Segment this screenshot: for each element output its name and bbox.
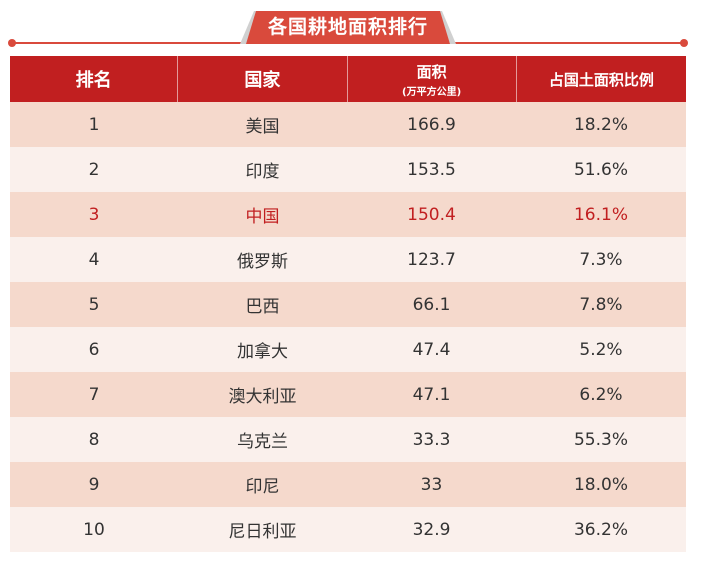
country-cell: 印尼 (245, 477, 280, 497)
ranking-table: 排名 国家 面积 (万平方公里) 占国土面积比例 1 美国 166.9 18.2% 2 印… (10, 56, 686, 552)
table-row: 9 印尼 33 18.0% (10, 462, 686, 507)
rank-cell: 2 (88, 159, 100, 180)
area-cell: 47.1 (412, 384, 451, 405)
area-cell: 32.9 (412, 519, 451, 540)
country-cell: 尼日利亚 (228, 522, 297, 542)
rank-cell: 8 (88, 429, 100, 450)
area-cell: 47.4 (412, 339, 451, 360)
rank-cell: 3 (88, 204, 100, 225)
rank-cell: 5 (88, 294, 100, 315)
ratio-cell: 18.2% (573, 114, 628, 135)
rank-cell: 1 (88, 114, 100, 135)
ratio-cell: 36.2% (573, 519, 628, 540)
title-line-dot-right (680, 39, 688, 47)
header-ratio-label: 占国土面积比例 (548, 70, 654, 89)
ratio-cell: 7.3% (579, 249, 623, 270)
area-cell: 150.4 (407, 204, 456, 225)
table-row: 4 俄罗斯 123.7 7.3% (10, 237, 686, 282)
ratio-cell: 51.6% (573, 159, 628, 180)
table-row: 6 加拿大 47.4 5.2% (10, 327, 686, 372)
rank-cell: 9 (88, 474, 100, 495)
header-country-label: 国家 (244, 70, 281, 91)
country-cell: 巴西 (245, 297, 280, 317)
table-row: 8 乌克兰 33.3 55.3% (10, 417, 686, 462)
country-cell: 印度 (245, 162, 280, 182)
table-row: 2 印度 153.5 51.6% (10, 147, 686, 192)
ratio-cell: 6.2% (579, 384, 623, 405)
country-cell: 乌克兰 (237, 432, 288, 452)
area-cell: 33.3 (412, 429, 451, 450)
table-row: 5 巴西 66.1 7.8% (10, 282, 686, 327)
rank-cell: 4 (88, 249, 100, 270)
ratio-cell: 55.3% (573, 429, 628, 450)
ratio-cell: 5.2% (579, 339, 623, 360)
ratio-cell: 7.8% (579, 294, 623, 315)
title-banner: 各国耕地面积排行 (240, 11, 456, 44)
header-ratio: 占国土面积比例 (517, 56, 686, 102)
table-row: 10 尼日利亚 32.9 36.2% (10, 507, 686, 552)
table-body: 1 美国 166.9 18.2% 2 印度 153.5 51.6% 3 中国 150.4 16.1% 4… (10, 102, 686, 552)
header-area: 面积 (万平方公里) (348, 56, 517, 102)
area-cell: 66.1 (412, 294, 451, 315)
country-cell: 中国 (245, 207, 280, 227)
title-line-dot-left (8, 39, 16, 47)
table-row: 7 澳大利亚 47.1 6.2% (10, 372, 686, 417)
header-country: 国家 (178, 56, 348, 102)
country-cell: 俄罗斯 (237, 252, 288, 272)
table-header: 排名 国家 面积 (万平方公里) 占国土面积比例 (10, 56, 686, 102)
ratio-cell: 16.1% (573, 204, 628, 225)
rank-cell: 7 (88, 384, 100, 405)
area-cell: 33 (420, 474, 443, 495)
ratio-cell: 18.0% (573, 474, 628, 495)
area-cell: 166.9 (407, 114, 456, 135)
rank-cell: 10 (83, 519, 105, 540)
header-area-unit: (万平方公里) (402, 86, 462, 98)
table-row: 1 美国 166.9 18.2% (10, 102, 686, 147)
country-cell: 澳大利亚 (228, 387, 297, 407)
rank-cell: 6 (88, 339, 100, 360)
header-rank: 排名 (10, 56, 179, 102)
country-cell: 美国 (245, 117, 280, 137)
area-cell: 153.5 (407, 159, 456, 180)
page-title: 各国耕地面积排行 (267, 16, 428, 38)
header-rank-label: 排名 (75, 70, 112, 91)
title-banner-shape (240, 11, 456, 44)
country-cell: 加拿大 (237, 342, 288, 362)
header-area-label: 面积 (416, 62, 447, 81)
area-cell: 123.7 (407, 249, 456, 270)
table-row: 3 中国 150.4 16.1% (10, 192, 686, 237)
